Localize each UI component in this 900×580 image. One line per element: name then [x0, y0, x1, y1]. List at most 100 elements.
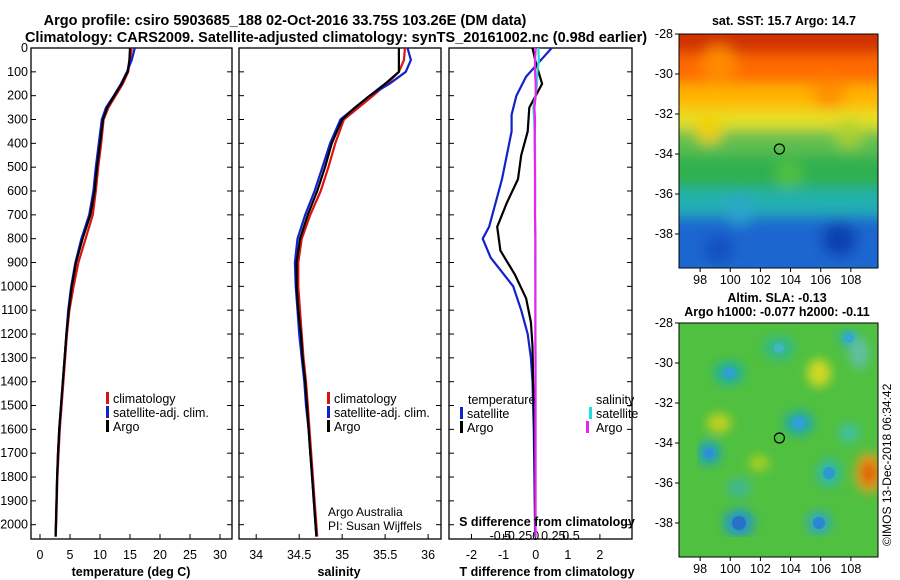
x-tick-label: 34.5: [287, 548, 311, 562]
x-tick-label: 0: [532, 548, 539, 562]
sst-float-marker: [773, 143, 786, 155]
x-tick-label: 30: [213, 548, 227, 562]
map-x-tick-label: 100: [720, 273, 741, 287]
difference-xlabel-top: S difference from climatology: [459, 515, 635, 529]
sst-map-title: sat. SST: 15.7 Argo: 14.7: [712, 14, 856, 28]
temperature-x-axis: 0 5 10 15 20 25 30: [37, 534, 227, 562]
depth-tick-label: 0: [21, 41, 28, 55]
figure-title-line1: Argo profile: csiro 5903685_188 02-Oct-2…: [44, 13, 527, 29]
legend-swatch-climatology: [327, 392, 330, 404]
legend-swatch-s-argo: [586, 421, 589, 433]
annotation-pi: PI: Susan Wijffels: [328, 519, 422, 533]
legend-swatch-satellite: [106, 406, 109, 418]
salinity-profiles: [293, 48, 412, 537]
map-y-tick-label: -32: [655, 107, 673, 121]
temperature-legend: climatology satellite-adj. clim. Argo: [106, 392, 209, 434]
depth-tick-label: 200: [7, 89, 28, 103]
salinity-xlabel: salinity: [317, 565, 360, 579]
map-x-tick-label: 106: [810, 562, 831, 576]
x-tick-label: 10: [93, 548, 107, 562]
sla-map-panel: Altim. SLA: -0.13 Argo h1000: -0.077 h20…: [655, 291, 879, 576]
x-tick-label: 25: [183, 548, 197, 562]
map-y-tick-label: -32: [655, 396, 673, 410]
salinity-axes-frame: [238, 47, 442, 540]
depth-tick-label: 900: [7, 256, 28, 270]
map-x-tick-label: 102: [750, 562, 771, 576]
map-y-tick-label: -36: [655, 476, 673, 490]
x-tick-label: 2: [596, 548, 603, 562]
map-x-tick-label: 102: [750, 273, 771, 287]
depth-tick-label: 600: [7, 184, 28, 198]
difference-axes-frame: [448, 47, 633, 540]
sst-map-frame: [678, 33, 879, 269]
depth-tick-label: 1600: [0, 422, 28, 436]
legend-swatch-satellite: [327, 406, 330, 418]
x-tick-label: 0: [37, 548, 44, 562]
salinity-depth-ticks: [239, 47, 441, 526]
temperature-axes-frame: [30, 47, 233, 540]
temperature-panel: 0100200300400500600700800900100011001200…: [0, 41, 233, 579]
legend-label-argo: Argo: [334, 420, 360, 434]
figure-title-line2: Climatology: CARS2009. Satellite-adjuste…: [25, 30, 647, 46]
depth-tick-label: 2000: [0, 518, 28, 532]
salinity-x-axis: 34 34.5 35 35.5 36: [249, 534, 435, 562]
map-y-tick-label: -38: [655, 516, 673, 530]
depth-tick-label: 1900: [0, 494, 28, 508]
x-tick-label: -2: [466, 548, 477, 562]
depth-tick-label: 1500: [0, 399, 28, 413]
depth-tick-label: 700: [7, 208, 28, 222]
legend-label-s-satellite: satellite: [596, 407, 638, 421]
x-tick-label: 5: [67, 548, 74, 562]
map-y-tick-label: -28: [655, 27, 673, 41]
series-line-temperature-satellite: [481, 48, 553, 537]
x-tick-label: 35.5: [373, 548, 397, 562]
map-x-tick-label: 104: [780, 273, 801, 287]
x-tick-label: 35: [335, 548, 349, 562]
s-tick-label: 0.25: [541, 529, 565, 543]
depth-tick-label: 1100: [1, 303, 28, 317]
map-y-tick-label: -34: [655, 147, 673, 161]
depth-tick-label: 1400: [0, 375, 28, 389]
legend-label-s-argo: Argo: [596, 421, 622, 435]
s-tick-label: 0.5: [562, 529, 579, 543]
x-tick-label: 15: [123, 548, 137, 562]
legend-title-temperature: temperature: [468, 393, 535, 407]
map-y-tick-label: -38: [655, 227, 673, 241]
temperature-profiles: [54, 48, 136, 537]
map-x-tick-label: 98: [693, 273, 707, 287]
sla-map-title-line2: Argo h1000: -0.077 h2000: -0.11: [684, 305, 870, 319]
credit-text: ©IMOS 13-Dec-2018 06:34:42: [880, 383, 894, 546]
difference-profiles: [481, 48, 553, 537]
legend-swatch-t-argo: [460, 421, 463, 433]
sla-map-axes: 98 100 102 104 106 108 -28 -30 -32 -34 -36 -38: [655, 316, 861, 576]
map-x-tick-label: 106: [810, 273, 831, 287]
difference-panel: -2 -1 0 1 2 -0.5-0.25 0 0.250.5 T difference f…: [448, 47, 638, 579]
temperature-depth-axis: 0 100 200 300 400 500 600 700 800 900 1000 1100 1200…: [0, 41, 232, 532]
legend-title-salinity: salinity: [596, 393, 635, 407]
depth-tick-label: 800: [7, 232, 28, 246]
sst-map-panel: sat. SST: 15.7 Argo: 14.7: [655, 14, 879, 287]
legend-label-satellite: satellite-adj. clim.: [113, 406, 209, 420]
difference-legend-salinity: salinity satellite Argo: [586, 393, 638, 435]
depth-tick-label: 500: [7, 160, 28, 174]
s-tick-label: -0.25: [504, 529, 533, 543]
depth-tick-label: 1800: [0, 470, 28, 484]
x-tick-label: 36: [421, 548, 435, 562]
map-y-tick-label: -30: [655, 356, 673, 370]
depth-tick-label: 300: [7, 113, 28, 127]
depth-tick-label: 1000: [0, 279, 28, 293]
x-tick-label: 1: [564, 548, 571, 562]
sla-map-title-line1: Altim. SLA: -0.13: [727, 291, 826, 305]
map-y-tick-label: -30: [655, 67, 673, 81]
depth-tick-label: 1200: [0, 327, 28, 341]
legend-swatch-s-satellite: [589, 407, 592, 419]
series-line-climatology: [54, 48, 133, 537]
salinity-legend: climatology satellite-adj. clim. Argo: [327, 392, 430, 434]
sla-map-frame: [678, 322, 879, 558]
map-x-tick-label: 104: [780, 562, 801, 576]
x-tick-label: 20: [153, 548, 167, 562]
legend-swatch-argo: [106, 420, 109, 432]
depth-tick-label: 1300: [0, 351, 28, 365]
map-x-tick-label: 100: [720, 562, 741, 576]
